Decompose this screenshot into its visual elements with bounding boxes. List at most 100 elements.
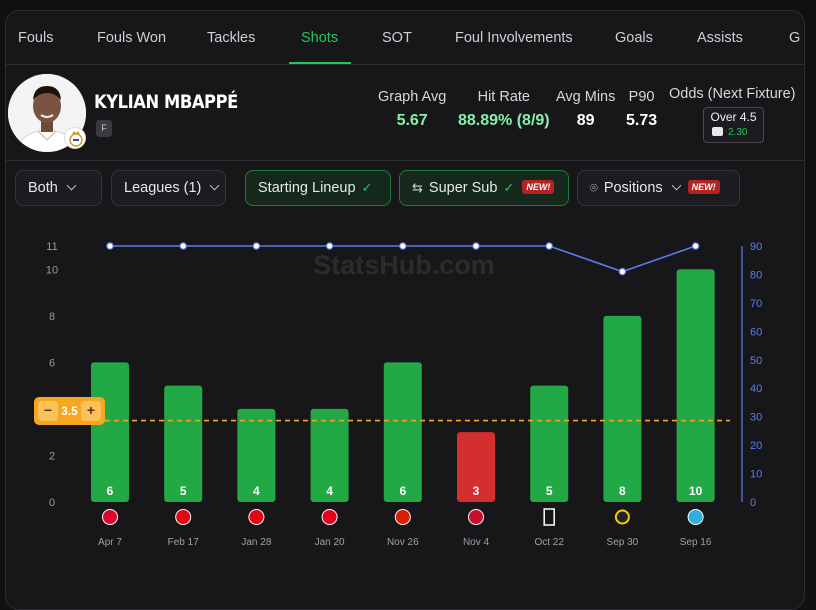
bookmaker-icon [712, 127, 723, 136]
shots-bar [530, 385, 569, 502]
right-axis-tick: 10 [750, 469, 762, 481]
both-label: Both [28, 180, 58, 196]
monaco-icon [321, 509, 338, 525]
threshold-value: 3.5 [61, 404, 78, 418]
benfica-icon [248, 509, 265, 525]
real-madrid-badge-icon [64, 127, 86, 149]
tab-more[interactable]: G [789, 30, 801, 46]
shots-bar [676, 269, 715, 502]
right-axis-tick: 50 [750, 355, 762, 367]
positions-dropdown[interactable]: ⌾ Positions NEW! [577, 170, 740, 206]
leagues-dropdown[interactable]: Leagues (1) [111, 170, 226, 206]
graph-avg-label: Graph Avg [378, 89, 447, 105]
bar-value-label: 4 [253, 484, 260, 498]
bar-value-label: 6 [107, 484, 114, 498]
tab-shots[interactable]: Shots [301, 30, 339, 46]
date-tick-label: Feb 17 [168, 537, 200, 548]
stat-avg-mins: Avg Mins 89 [556, 89, 615, 130]
tab-goals[interactable]: Goals [615, 30, 653, 46]
bar-value-label: 5 [180, 484, 187, 498]
shots-chart: StatsHub.com 0 2 4 6 8 10 11 0 10 20 30 40 50 60 70 80 90… [46, 241, 762, 548]
left-axis-tick: 6 [49, 357, 55, 369]
olympiacos-icon [394, 509, 411, 525]
tab-foul-involvements[interactable]: Foul Involvements [455, 30, 573, 46]
both-dropdown[interactable]: Both [15, 170, 102, 206]
left-axis-tick: 11 [46, 241, 57, 253]
young-boys-icon [614, 509, 630, 525]
marseille-icon [687, 509, 704, 525]
stat-hit-rate: Hit Rate 88.89% (8/9) [458, 89, 550, 130]
date-tick-label: Nov 26 [387, 537, 419, 548]
minutes-point [252, 242, 261, 250]
active-tab-indicator [289, 62, 351, 64]
left-axis-tick: 8 [49, 311, 55, 323]
right-axis-tick: 60 [750, 326, 762, 338]
position-badge: F [96, 120, 112, 137]
player-header: KYLIAN MBAPPÉ F Graph Avg 5.67 Hit Rate … [6, 65, 804, 161]
juventus-icon [543, 508, 555, 526]
decrease-threshold-button[interactable]: − [38, 401, 58, 421]
date-tick-label: Jan 20 [315, 537, 345, 548]
tab-fouls-won[interactable]: Fouls Won [97, 30, 167, 46]
positions-label: Positions [603, 180, 663, 196]
increase-threshold-button[interactable]: + [81, 401, 101, 421]
left-axis-tick: 2 [49, 450, 55, 462]
benfica-icon [175, 509, 192, 525]
right-axis-tick: 90 [750, 241, 762, 253]
right-axis-tick: 0 [750, 497, 756, 509]
p90-value: 5.73 [626, 112, 658, 129]
odds-line: Over 4.5 [710, 110, 757, 124]
left-axis-tick: 0 [49, 497, 55, 509]
left-axis-tick: 10 [46, 264, 58, 276]
shots-bar [457, 432, 495, 502]
bar-value-label: 4 [326, 484, 333, 498]
minutes-point [472, 242, 480, 250]
minutes-point [618, 267, 627, 276]
watermark-text: StatsHub.com [313, 250, 495, 280]
tab-sot[interactable]: SOT [382, 30, 412, 46]
leagues-label: Leagues (1) [124, 180, 202, 196]
threshold-control: − 3.5 + [34, 397, 105, 425]
right-axis-tick: 80 [750, 269, 762, 281]
starting-lineup-label: Starting Lineup [258, 180, 356, 196]
tab-assists[interactable]: Assists [697, 30, 743, 46]
check-icon: ✓ [361, 180, 373, 195]
tab-tackles[interactable]: Tackles [207, 30, 256, 46]
super-sub-label: Super Sub [428, 180, 498, 196]
date-tick-label: Sep 30 [607, 537, 639, 548]
avg-mins-value: 89 [576, 112, 595, 129]
bar-value-label: 10 [689, 484, 703, 498]
stat-p90: P90 5.73 [626, 89, 657, 130]
minutes-point [691, 242, 700, 250]
graph-avg-value: 5.67 [396, 112, 428, 129]
new-badge: NEW! [522, 180, 555, 194]
right-axis-tick: 20 [750, 440, 762, 452]
hit-rate-label: Hit Rate [477, 89, 530, 105]
minutes-point [398, 242, 407, 250]
p90-label: P90 [628, 89, 655, 105]
minutes-point [179, 242, 188, 250]
stat-graph-avg: Graph Avg 5.67 [378, 89, 446, 130]
super-sub-toggle[interactable]: ⇆ Super Sub ✓ NEW! [399, 170, 569, 206]
odds-price: 2.30 [728, 127, 748, 138]
odds-label: Odds (Next Fixture) [669, 86, 796, 102]
right-axis-tick: 40 [750, 383, 762, 395]
bar-value-label: 8 [619, 484, 626, 498]
location-pin-icon: ⌾ [590, 180, 598, 195]
liverpool-icon [468, 509, 484, 525]
date-tick-label: Sep 16 [680, 537, 712, 548]
starting-lineup-toggle[interactable]: Starting Lineup ✓ [245, 170, 391, 206]
tab-fouls[interactable]: Fouls [18, 30, 54, 46]
shots-bar [237, 408, 276, 502]
odds-button[interactable]: Over 4.5 2.30 [703, 107, 764, 143]
minutes-point [545, 242, 554, 250]
swap-icon: ⇆ [412, 180, 423, 195]
right-axis-tick: 70 [750, 298, 762, 310]
minutes-point [325, 242, 334, 250]
shots-bar [603, 315, 642, 502]
shots-bar [91, 362, 129, 502]
minutes-point [106, 242, 114, 250]
bayern-icon [102, 509, 118, 525]
avg-mins-label: Avg Mins [556, 89, 616, 105]
shots-bar [310, 408, 349, 502]
